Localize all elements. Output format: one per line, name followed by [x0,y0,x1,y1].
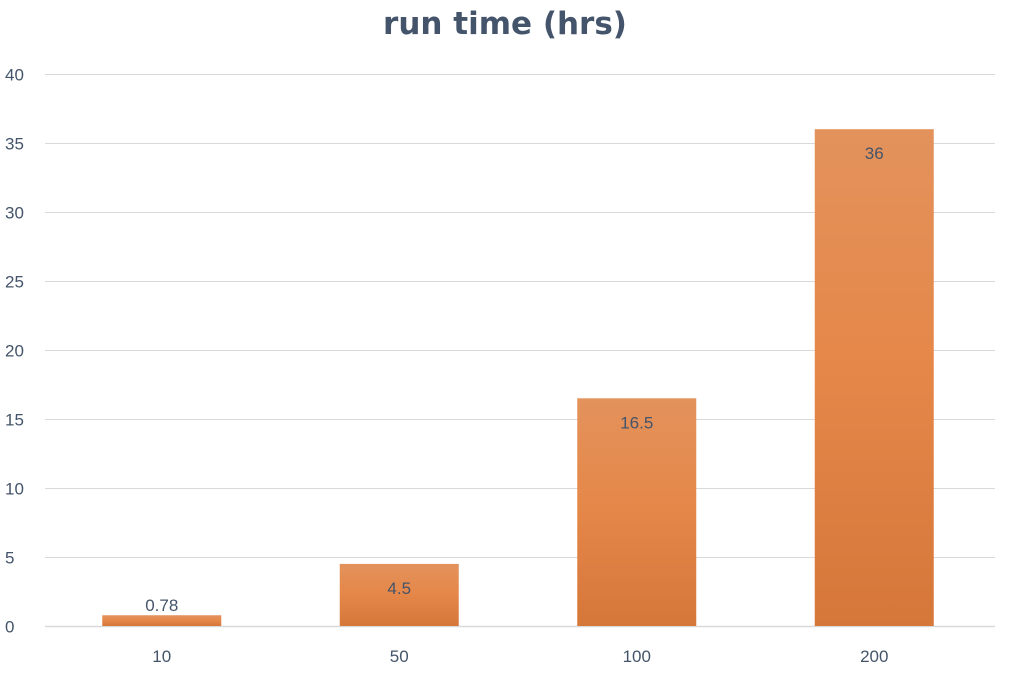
y-tick-label: 0 [5,618,14,637]
y-tick-label: 10 [5,480,24,499]
data-label: 16.5 [620,413,653,432]
data-label: 0.78 [145,596,178,615]
y-tick-label: 5 [5,549,14,568]
x-tick-label: 10 [152,647,171,666]
y-axis-ticks: 0 5 10 15 20 25 30 35 40 [5,66,24,637]
y-tick-label: 35 [5,135,24,154]
data-label: 36 [865,144,884,163]
data-label: 4.5 [387,579,411,598]
bars [102,129,934,626]
y-tick-label: 15 [5,411,24,430]
x-axis-ticks: 10 50 100 200 [152,647,888,666]
x-tick-label: 200 [860,647,888,666]
bar [577,398,697,626]
bar [102,615,222,626]
x-tick-label: 50 [390,647,409,666]
bar [814,129,934,626]
chart-title: run time (hrs) [383,6,627,42]
bar [339,563,459,626]
y-tick-label: 25 [5,273,24,292]
y-tick-label: 30 [5,204,24,223]
y-tick-label: 20 [5,342,24,361]
x-tick-label: 100 [623,647,651,666]
y-tick-label: 40 [5,66,24,85]
data-labels: 0.78 4.5 16.5 36 [145,144,884,615]
